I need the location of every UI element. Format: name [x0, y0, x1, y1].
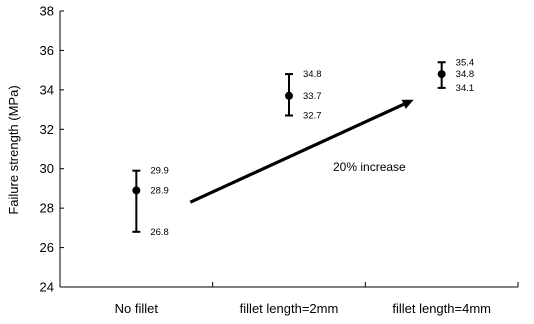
y-tick-label: 30	[40, 161, 54, 176]
y-tick-label: 26	[40, 240, 54, 255]
x-category-label: No fillet	[115, 301, 159, 316]
data-label-min: 34.1	[456, 83, 475, 94]
axes	[59, 10, 519, 288]
data-point-group: 35.434.8 34.1	[437, 57, 475, 94]
x-category-label: fillet length=4mm	[392, 301, 491, 316]
data-point-group: 29.9 28.9 26.8	[132, 166, 169, 238]
data-label-mean: 28.9	[150, 185, 169, 196]
y-tick-label: 28	[40, 201, 54, 216]
data-series: 29.928.926.834.833.732.735.434.834.1	[132, 57, 474, 238]
data-label-mean: 34.8	[456, 69, 475, 80]
data-label-min: 32.7	[303, 110, 322, 121]
annotation: 20% increase	[189, 99, 414, 204]
increase-arrow-shaft	[189, 102, 405, 204]
y-tick-label: 24	[40, 280, 54, 295]
data-label-min: 26.8	[150, 227, 169, 238]
mean-marker	[285, 91, 293, 100]
annotation-text: 20% increase	[333, 160, 406, 174]
y-tick-label: 38	[40, 4, 54, 19]
y-axis-title: Failure strength (MPa)	[6, 85, 21, 214]
y-tick-label: 36	[40, 43, 54, 58]
data-label-max: 29.9	[150, 166, 169, 177]
data-label-max: 34.8	[303, 69, 322, 80]
y-tick-labels: 24 26 28 30 32 34 36 38	[40, 4, 54, 295]
data-label-mean: 33.7	[303, 91, 322, 102]
mean-marker	[132, 186, 141, 195]
y-tick-label: 32	[40, 122, 54, 137]
increase-arrow-head	[401, 99, 414, 109]
data-point-group: 34.8 33.7 32.7	[285, 69, 322, 121]
data-label-max: 35.4	[456, 57, 475, 68]
x-category-labels: No fillet fillet length=2mm fillet length=…	[115, 301, 491, 316]
y-tick-label: 34	[40, 82, 54, 97]
mean-marker	[437, 70, 446, 79]
x-category-label: fillet length=2mm	[240, 301, 339, 316]
